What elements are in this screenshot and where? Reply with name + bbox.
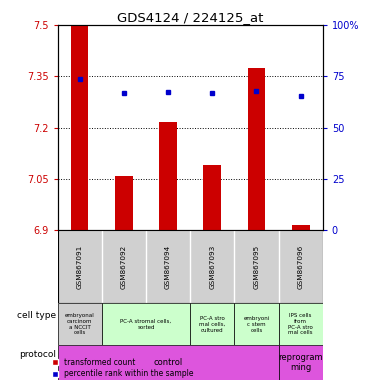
Bar: [115, 177, 133, 230]
Bar: [58, 303, 102, 345]
Text: protocol: protocol: [20, 350, 57, 359]
Bar: [279, 345, 323, 380]
Title: GDS4124 / 224125_at: GDS4124 / 224125_at: [117, 11, 263, 24]
Text: control: control: [153, 358, 183, 367]
Bar: [203, 165, 221, 230]
Bar: [234, 303, 279, 345]
Text: PC-A stro
mal cells,
cultured: PC-A stro mal cells, cultured: [199, 316, 225, 333]
Bar: [159, 122, 177, 230]
Text: IPS cells
from
PC-A stro
mal cells: IPS cells from PC-A stro mal cells: [288, 313, 313, 335]
Bar: [102, 303, 190, 345]
Text: GSM867094: GSM867094: [165, 245, 171, 289]
Text: PC-A stromal cells,
sorted: PC-A stromal cells, sorted: [120, 319, 171, 329]
Text: GSM867095: GSM867095: [253, 245, 259, 289]
Text: GSM867091: GSM867091: [76, 245, 83, 289]
Text: reprogram
ming: reprogram ming: [278, 353, 323, 372]
Text: GSM867093: GSM867093: [209, 245, 215, 289]
Text: GSM867096: GSM867096: [298, 245, 304, 289]
Bar: [279, 303, 323, 345]
Text: embryoni
c stem
cells: embryoni c stem cells: [243, 316, 270, 333]
Text: embryonal
carcinom
a NCCIT
cells: embryonal carcinom a NCCIT cells: [65, 313, 95, 335]
Bar: [292, 225, 309, 230]
Text: GSM867092: GSM867092: [121, 245, 127, 289]
Bar: [58, 345, 279, 380]
Text: cell type: cell type: [17, 311, 57, 319]
Legend: transformed count, percentile rank within the sample: transformed count, percentile rank withi…: [52, 357, 194, 379]
Bar: [190, 303, 234, 345]
Bar: [71, 25, 88, 230]
Bar: [247, 68, 265, 230]
